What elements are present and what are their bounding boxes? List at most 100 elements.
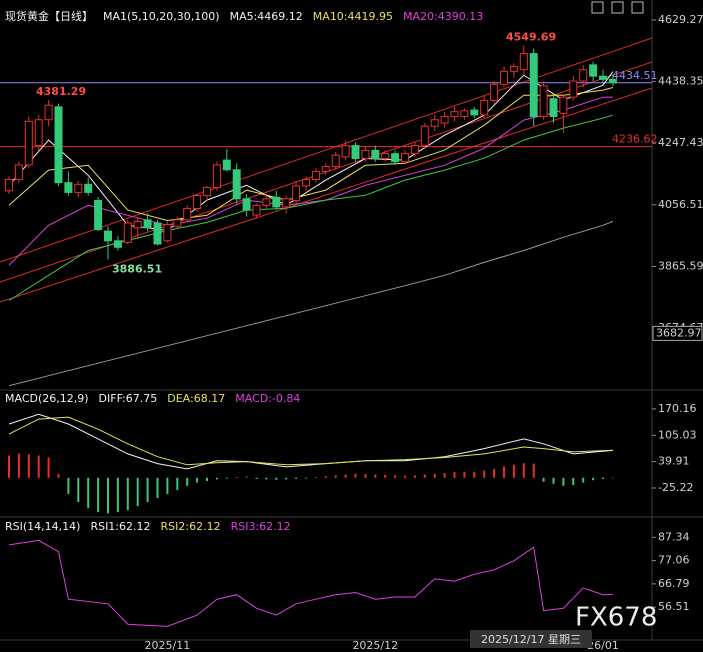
candle-body	[420, 125, 429, 147]
macd-bar	[522, 463, 525, 478]
chart-subtitle: MA1(5,10,20,30,100)	[103, 10, 220, 23]
macd-bar	[67, 477, 70, 494]
x-tick-label: 2025/11	[145, 639, 191, 652]
macd-bar	[512, 464, 515, 478]
extreme-label: 4549.69	[506, 31, 556, 44]
macd-bar	[493, 468, 496, 478]
candle-body	[410, 145, 419, 155]
channel-line	[0, 37, 653, 263]
candle-body	[163, 224, 172, 242]
macd-bar	[532, 463, 535, 478]
macd-bar	[87, 477, 90, 509]
candle-body	[599, 75, 607, 80]
tool-icon[interactable]	[591, 1, 604, 14]
y-tick-label: 39.91	[658, 455, 690, 468]
candle-body	[440, 116, 449, 124]
candle-body	[579, 69, 588, 82]
legend-entry: MACD:-0.84	[235, 392, 300, 405]
macd-bar	[215, 477, 218, 480]
macd-bar	[186, 477, 189, 486]
macd-bar	[265, 477, 268, 480]
macd-bar	[394, 475, 397, 478]
macd-bar	[27, 454, 30, 478]
macd-bar	[453, 472, 456, 478]
candle-body	[44, 104, 53, 121]
candle-body	[500, 70, 508, 85]
macd-bar	[245, 476, 248, 478]
macd-bar	[413, 475, 416, 478]
macd-bar	[483, 470, 486, 478]
macd-bar	[324, 476, 327, 478]
series-line	[8, 416, 613, 466]
macd-bar	[47, 457, 50, 478]
candle-body	[14, 164, 23, 180]
candle-body	[133, 220, 142, 229]
candle-body	[311, 170, 320, 180]
macd-bar	[611, 477, 614, 479]
macd-bar	[404, 475, 406, 478]
candle-body	[519, 53, 528, 71]
legend-entry: MA5:4469.12	[230, 10, 303, 23]
candle-body	[470, 109, 479, 116]
candle-body	[321, 166, 330, 172]
candle-body	[529, 53, 538, 118]
candle-body	[143, 219, 152, 229]
y-tick-label: 105.03	[658, 428, 697, 441]
y-tick-label: 3865.59	[658, 259, 703, 272]
axis-marker-label: 3682.97	[656, 326, 702, 339]
series-line	[8, 96, 613, 266]
macd-bar	[156, 477, 159, 499]
macd-bar	[473, 471, 476, 478]
chart-title: RSI(14,14,14)	[5, 520, 80, 533]
candle-body	[539, 85, 548, 118]
candle-body	[104, 230, 112, 242]
candle-body	[34, 119, 43, 147]
candle-body	[391, 153, 400, 163]
tool-icon[interactable]	[631, 1, 644, 14]
macd-bar	[582, 477, 585, 483]
macd-bar	[552, 477, 555, 484]
crosshair-box	[470, 630, 592, 648]
candle-body	[212, 164, 221, 189]
tool-icon[interactable]	[611, 1, 624, 14]
candle-body	[64, 182, 73, 193]
candle-body	[183, 208, 192, 221]
y-tick-label: 4056.51	[658, 198, 703, 211]
macd-bar	[225, 477, 228, 479]
macd-bar	[206, 477, 208, 482]
legend-entry: RSI1:62.12	[90, 520, 150, 533]
candle-body	[282, 198, 291, 208]
macd-bar	[374, 474, 377, 478]
candle-body	[272, 196, 281, 208]
toolbar[interactable]	[591, 1, 644, 14]
candle-body	[460, 110, 469, 118]
candle-body	[252, 204, 261, 216]
macd-bar	[305, 477, 307, 479]
extreme-label: 3886.51	[112, 263, 162, 276]
macd-bar	[176, 477, 179, 490]
candle-body	[302, 178, 310, 187]
candle-body	[450, 111, 459, 118]
macd-bar	[136, 477, 139, 507]
candle-body	[292, 185, 301, 201]
macd-bar	[592, 477, 595, 481]
reference-label: 4434.51	[612, 69, 658, 82]
macd-bar	[235, 476, 238, 478]
macd-bar	[364, 474, 367, 478]
macd-bar	[146, 477, 149, 503]
candle-body	[5, 178, 13, 192]
macd-bar	[463, 471, 466, 478]
y-tick-label: 4247.43	[658, 136, 703, 149]
y-tick-label: 87.34	[658, 530, 690, 543]
macd-bar	[562, 477, 565, 486]
macd-bar	[77, 477, 80, 503]
candle-body	[351, 145, 360, 159]
candle-body	[123, 222, 132, 243]
candle-body	[490, 83, 499, 101]
macd-bar	[285, 477, 288, 480]
y-tick-label: 66.79	[658, 577, 690, 590]
watermark: FX678	[575, 603, 657, 633]
candle-body	[84, 183, 93, 193]
candle-body	[262, 198, 271, 206]
candle-body	[569, 80, 578, 98]
